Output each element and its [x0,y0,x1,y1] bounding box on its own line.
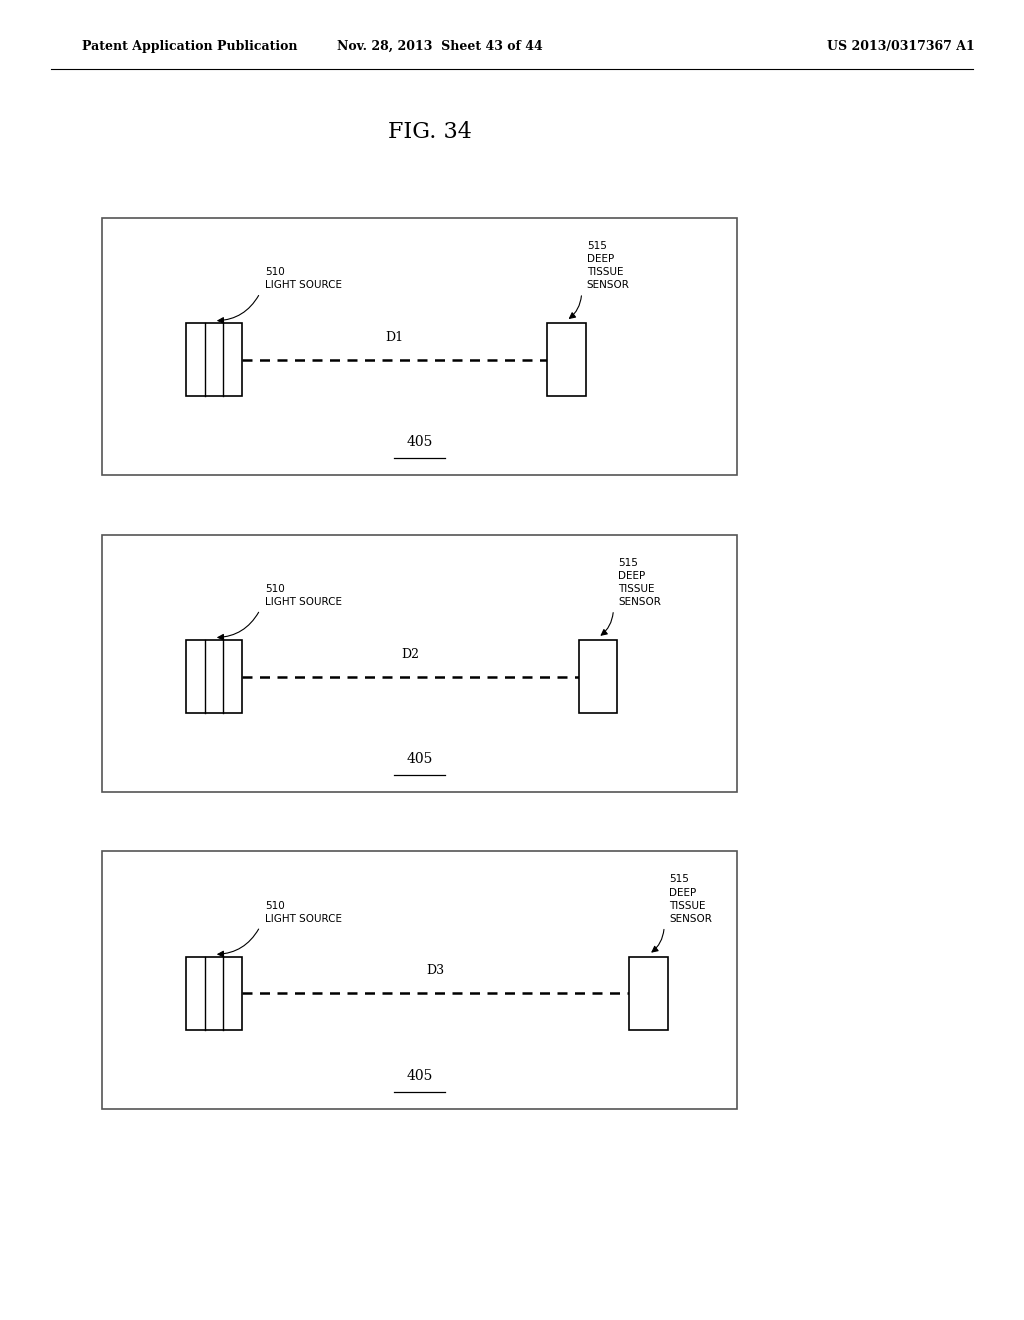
Text: Nov. 28, 2013  Sheet 43 of 44: Nov. 28, 2013 Sheet 43 of 44 [338,40,543,53]
Text: D3: D3 [427,965,444,977]
Bar [185,323,242,396]
Text: 515
DEEP
TISSUE
SENSOR: 515 DEEP TISSUE SENSOR [670,874,712,924]
Bar [579,640,617,713]
FancyBboxPatch shape [102,851,737,1109]
Bar [630,957,669,1030]
Text: FIG. 34: FIG. 34 [388,121,472,143]
Text: 405: 405 [407,752,433,766]
FancyBboxPatch shape [102,535,737,792]
Text: 515
DEEP
TISSUE
SENSOR: 515 DEEP TISSUE SENSOR [618,557,662,607]
Bar [185,640,242,713]
FancyBboxPatch shape [102,218,737,475]
Text: 510
LIGHT SOURCE: 510 LIGHT SOURCE [265,583,342,607]
Bar [185,957,242,1030]
Text: 405: 405 [407,1069,433,1082]
Text: 515
DEEP
TISSUE
SENSOR: 515 DEEP TISSUE SENSOR [587,240,630,290]
Text: 510
LIGHT SOURCE: 510 LIGHT SOURCE [265,267,342,290]
Bar [547,323,586,396]
Text: Patent Application Publication: Patent Application Publication [82,40,297,53]
Text: D2: D2 [401,648,419,660]
Text: D1: D1 [385,331,403,343]
Text: 510
LIGHT SOURCE: 510 LIGHT SOURCE [265,900,342,924]
Text: 405: 405 [407,436,433,449]
Text: US 2013/0317367 A1: US 2013/0317367 A1 [827,40,975,53]
